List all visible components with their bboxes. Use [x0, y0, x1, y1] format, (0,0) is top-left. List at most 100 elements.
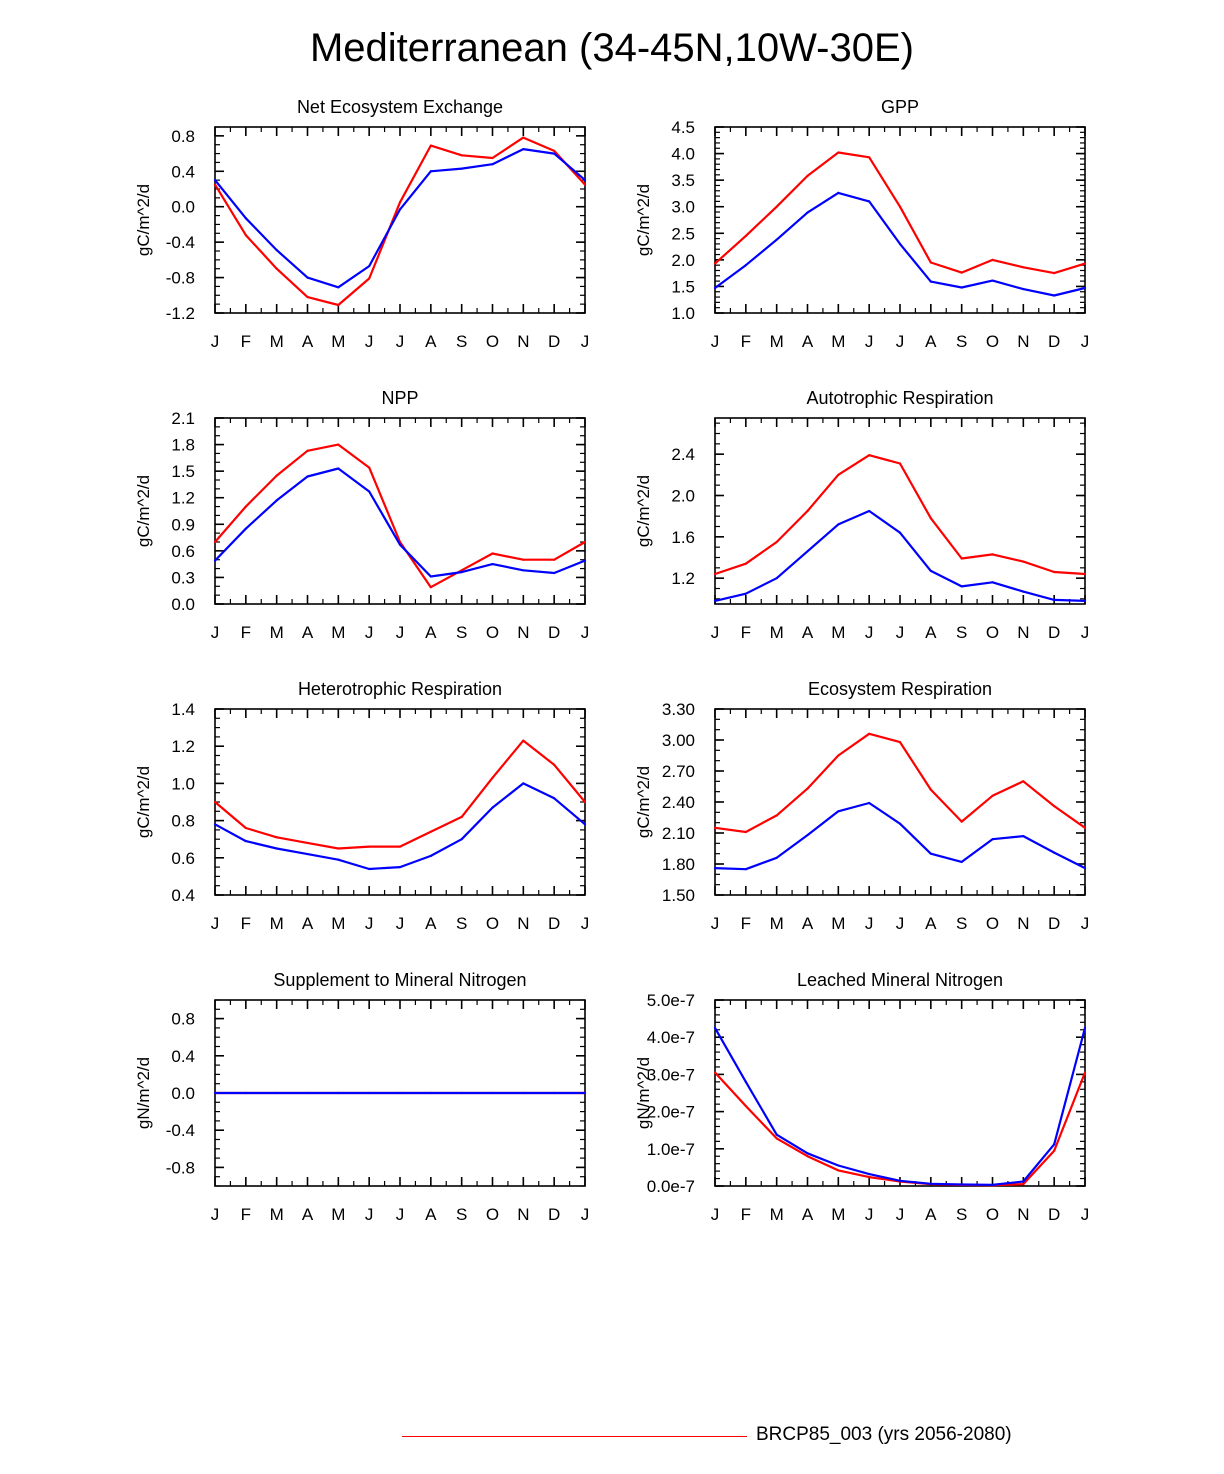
x-tick-label: O [486, 914, 499, 933]
x-tick-label: M [331, 332, 345, 351]
data-point-series2 [806, 550, 809, 553]
x-tick-label: J [396, 332, 405, 351]
x-tick-label: O [986, 914, 999, 933]
data-point-series2 [522, 148, 525, 151]
data-point-series1 [929, 261, 932, 264]
data-point-series2 [775, 856, 778, 859]
data-point-series2 [337, 467, 340, 470]
data-point-series2 [837, 1164, 840, 1167]
data-point-series2 [1083, 1026, 1087, 1029]
data-point-series2 [429, 1091, 432, 1095]
x-tick-label: J [211, 914, 220, 933]
x-tick-label: J [365, 332, 374, 351]
x-tick-label: A [802, 332, 814, 351]
data-point-series1 [460, 815, 463, 818]
x-tick-label: J [711, 332, 720, 351]
data-point-series1 [1083, 1071, 1087, 1074]
data-point-series1 [806, 787, 809, 790]
data-point-series1 [898, 462, 902, 465]
y-axis-label: gC/m^2/d [634, 475, 653, 547]
y-axis-label: gN/m^2/d [134, 1057, 153, 1129]
data-point-series2 [429, 170, 432, 173]
data-point-series1 [960, 820, 963, 823]
x-tick-label: J [865, 332, 874, 351]
y-tick-label: 2.5 [671, 224, 695, 243]
data-point-series1 [244, 505, 247, 508]
data-point-series1 [775, 205, 778, 208]
y-tick-label: 1.6 [671, 528, 695, 547]
data-point-series2 [398, 866, 402, 869]
y-tick-label: 1.0 [171, 774, 195, 793]
y-tick-label: 0.4 [171, 886, 195, 905]
x-tick-label: J [211, 1205, 220, 1224]
x-tick-label: O [986, 332, 999, 351]
series-line-series2 [714, 1027, 1087, 1187]
x-tick-label: J [711, 914, 720, 933]
data-point-series2 [368, 490, 371, 493]
y-tick-label: 0.0 [171, 595, 195, 614]
y-tick-label: 2.70 [662, 762, 695, 781]
y-tick-label: 0.3 [171, 568, 195, 587]
x-tick-label: M [270, 332, 284, 351]
data-point-series2 [929, 280, 932, 283]
y-tick-label: 3.0 [671, 198, 695, 217]
x-tick-label: M [831, 1205, 845, 1224]
x-tick-label: A [802, 914, 814, 933]
x-tick-label: J [581, 1205, 590, 1224]
data-point-series1 [553, 763, 556, 766]
y-tick-label: 1.4 [171, 700, 195, 719]
data-point-series2 [806, 211, 809, 214]
y-axis-label: gC/m^2/d [134, 766, 153, 838]
data-point-series2 [275, 249, 278, 252]
y-tick-label: -1.2 [166, 304, 195, 323]
y-tick-label: 2.0 [671, 487, 695, 506]
data-point-series2 [306, 852, 309, 856]
data-point-series1 [929, 788, 932, 791]
data-point-series2 [806, 833, 809, 837]
x-tick-label: F [241, 623, 251, 642]
x-tick-label: A [425, 332, 437, 351]
plot-frame [714, 708, 1086, 896]
y-tick-label: -0.4 [166, 1121, 195, 1140]
data-point-series1 [275, 474, 278, 477]
y-tick-label: 1.8 [171, 436, 195, 455]
data-point-series2 [1083, 286, 1087, 290]
data-point-series2 [460, 1091, 463, 1095]
data-point-series2 [713, 1026, 717, 1029]
y-tick-label: 0.9 [171, 515, 195, 534]
x-tick-label: J [581, 332, 590, 351]
data-point-series1 [306, 295, 309, 299]
legend-label: BRCP85_003 (yrs 2056-2080) [756, 1424, 1012, 1445]
x-tick-label: M [831, 332, 845, 351]
data-point-series2 [460, 167, 463, 170]
x-tick-label: N [1017, 1205, 1029, 1224]
data-point-series2 [398, 1091, 402, 1095]
x-tick-label: A [925, 623, 937, 642]
x-tick-label: M [770, 332, 784, 351]
y-tick-label: 2.40 [662, 793, 695, 812]
data-point-series2 [244, 1091, 247, 1095]
data-point-series1 [929, 517, 932, 520]
data-point-series1 [1053, 570, 1056, 574]
data-point-series2 [1022, 287, 1025, 291]
data-point-series2 [553, 571, 556, 575]
data-point-series1 [337, 303, 340, 307]
x-tick-label: J [396, 623, 405, 642]
data-point-series2 [806, 1152, 809, 1155]
data-point-series1 [837, 473, 840, 476]
x-tick-label: J [365, 914, 374, 933]
data-point-series1 [775, 1137, 778, 1140]
x-tick-label: M [270, 623, 284, 642]
page-title: Mediterranean (34-45N,10W-30E) [309, 26, 914, 70]
x-tick-label: J [896, 332, 905, 351]
data-point-series2 [929, 1182, 932, 1185]
data-point-series2 [991, 838, 994, 841]
data-point-series1 [522, 136, 525, 139]
x-tick-label: F [741, 914, 751, 933]
data-point-series2 [868, 1172, 871, 1176]
y-tick-label: 0.0 [171, 1084, 195, 1103]
data-point-series1 [744, 562, 747, 565]
data-point-series2 [775, 577, 778, 580]
y-tick-label: 1.2 [171, 489, 195, 508]
data-point-series1 [713, 1071, 717, 1074]
